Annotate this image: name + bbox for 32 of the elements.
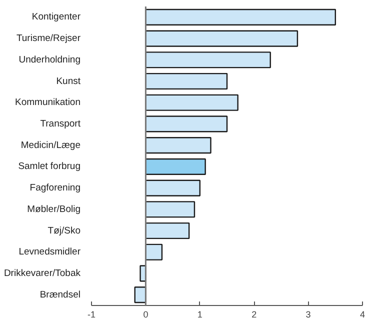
x-tick-label: 1 [197, 310, 202, 320]
y-tick-label: Kontigenter [32, 12, 81, 23]
x-tick-label: 0 [143, 310, 148, 320]
bar [145, 8, 336, 26]
x-tick-label: -1 [88, 310, 96, 320]
y-tick-label: Medicin/Læge [20, 140, 80, 151]
y-tick-label: Drikkevarer/Tobak [4, 268, 81, 279]
x-tick-label: 3 [306, 310, 311, 320]
bar [145, 201, 196, 218]
bar [145, 137, 212, 154]
x-tick-label: 2 [252, 310, 257, 320]
bar [145, 52, 271, 68]
y-tick-label: Brændsel [40, 289, 81, 300]
y-tick-label: Kommunikation [15, 97, 81, 108]
bar [145, 180, 200, 196]
bar [145, 94, 238, 111]
bar [145, 158, 206, 175]
y-tick-label: Fagforening [30, 182, 80, 194]
y-tick-label: Transport [40, 118, 81, 130]
y-tick-label: Tøj/Sko [48, 225, 81, 236]
bar [145, 116, 228, 132]
y-tick-label: Samlet forbrug [18, 161, 81, 172]
bar [145, 72, 228, 90]
bar [145, 244, 163, 260]
bar [145, 222, 190, 240]
y-tick-label: Underholdning [18, 54, 80, 66]
y-tick-label: Levnedsmidler [18, 246, 81, 258]
y-tick-label: Kunst [56, 76, 81, 87]
y-tick-label: Turisme/Rejser [16, 33, 80, 44]
x-tick-label: 4 [360, 310, 366, 320]
y-tick-label: Møbler/Bolig [27, 204, 81, 215]
bar [145, 30, 298, 47]
